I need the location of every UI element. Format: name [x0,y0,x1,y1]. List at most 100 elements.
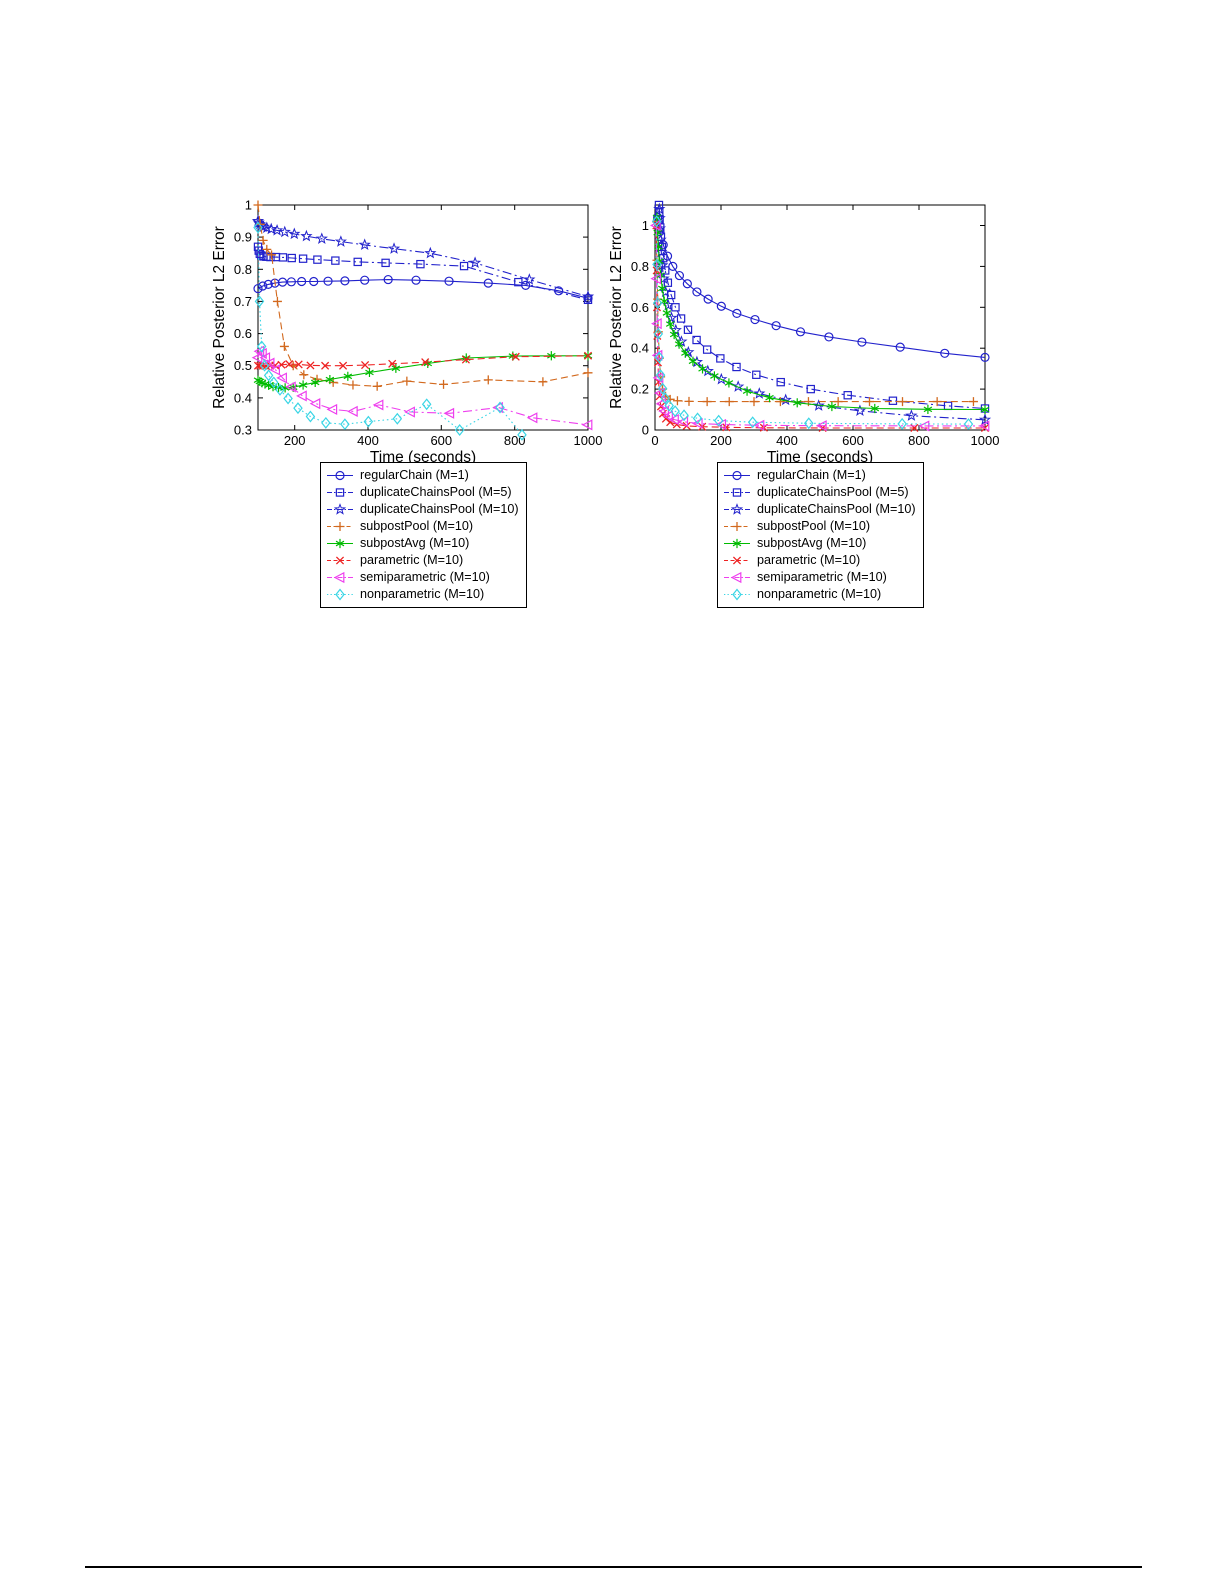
series-line [257,350,589,426]
right-plot: 0 200 400 600 800 1000 0 0.2 0.4 0.6 0.8 1 Time (sec… [607,198,999,466]
legend-label: regularChain (M=1) [360,468,469,482]
y-tick-label: 0.2 [631,382,649,397]
y-tick-label: 1 [642,218,649,233]
x-axis-label: Time (seconds) [370,449,476,466]
series-line [257,204,589,387]
series-line [257,246,589,301]
legend-label: parametric (M=10) [360,553,464,567]
legend-label: subpostPool (M=10) [360,519,474,533]
series-markers [253,351,593,371]
legend-sample-triangle-left-icon [724,571,750,584]
left-plot-svg: 200 400 600 800 1000 0.3 0.4 0.5 0.6 0.7 0.8 0.9 1 Ti… [211,198,602,467]
legend-item: subpostAvg (M=10) [325,535,519,552]
series-line [658,204,986,410]
y-tick-label: 0.8 [234,262,252,277]
x-tick-label: 600 [842,433,864,448]
legend-sample-plus-icon [724,522,750,531]
legend-sample-star-icon [327,503,353,515]
x-tick-label: 1000 [574,433,603,448]
y-tick-label: 0.9 [234,230,252,245]
x-tick-label: 800 [908,433,930,448]
legend-sample-diamond-icon [327,588,353,601]
y-tick-label: 0.8 [631,259,649,274]
series-markers [253,221,527,441]
legend-sample-circle-icon [327,470,353,481]
legend-sample-square-icon [724,488,750,497]
x-tick-label: 400 [776,433,798,448]
legend-item: duplicateChainsPool (M=5) [325,484,519,501]
legend-sample-star-icon [724,503,750,515]
legend-item: semiparametric (M=10) [722,569,916,586]
legend-sample-asterisk-icon [724,538,750,549]
y-tick-label: 1 [245,198,252,213]
legend-item: regularChain (M=1) [722,467,916,484]
legend-label: nonparametric (M=10) [360,587,485,601]
legend-label: duplicateChainsPool (M=10) [757,502,916,516]
legend-item: subpostPool (M=10) [722,518,916,535]
legend-sample-x-icon [724,556,750,565]
x-tick-label: 800 [504,433,526,448]
legend-item: nonparametric (M=10) [722,586,916,603]
legend-sample-diamond-icon [724,588,750,601]
series-line [257,279,589,299]
x-axis-label: Time (seconds) [767,449,873,466]
x-tick-label: 200 [284,433,306,448]
plot-box [257,204,589,431]
legend-item: regularChain (M=1) [325,467,519,484]
legend-label: duplicateChainsPool (M=5) [757,485,909,499]
legend-label: regularChain (M=1) [757,468,866,482]
x-tick-label: 1000 [971,433,1000,448]
legend-label: subpostPool (M=10) [757,519,871,533]
series-markers [652,212,990,415]
legend-item: duplicateChainsPool (M=5) [722,484,916,501]
legend-sample-x-icon [327,556,353,565]
series-line [656,221,969,425]
right-legend: regularChain (M=1) duplicateChainsPool (M… [717,462,924,608]
series-line [657,217,986,358]
series-line [258,355,589,367]
legend-label: parametric (M=10) [757,553,861,567]
legend-label: semiparametric (M=10) [757,570,887,584]
x-tick-label: 0 [651,433,658,448]
series-markers [253,242,593,305]
legend-sample-plus-icon [327,522,353,531]
x-tick-label: 200 [710,433,732,448]
y-tick-label: 0.5 [234,358,252,373]
y-tick-label: 0.4 [631,341,649,356]
legend-label: semiparametric (M=10) [360,570,490,584]
legend-item: semiparametric (M=10) [325,569,519,586]
legend-label: subpostAvg (M=10) [757,536,867,550]
y-tick-label: 0.6 [631,300,649,315]
y-tick-label: 0.6 [234,326,252,341]
legend-label: duplicateChainsPool (M=5) [360,485,512,499]
legend-label: subpostAvg (M=10) [360,536,470,550]
legend-sample-triangle-left-icon [327,571,353,584]
x-tick-label: 600 [430,433,452,448]
y-tick-label: 0.4 [234,390,252,405]
x-tick-label: 400 [357,433,379,448]
left-legend: regularChain (M=1) duplicateChainsPool (M… [320,462,527,608]
legend-sample-asterisk-icon [327,538,353,549]
legend-item: parametric (M=10) [325,552,519,569]
legend-item: nonparametric (M=10) [325,586,519,603]
series-markers [653,202,992,425]
plot-box [654,204,986,431]
legend-item: duplicateChainsPool (M=10) [325,501,519,518]
left-plot: 200 400 600 800 1000 0.3 0.4 0.5 0.6 0.7 0.8 0.9 1 Ti… [210,198,602,467]
legend-label: nonparametric (M=10) [757,587,882,601]
legend-sample-circle-icon [724,470,750,481]
y-axis-label: Relative Posterior L2 Error [608,226,625,409]
legend-item: parametric (M=10) [722,552,916,569]
right-plot-svg: 0 200 400 600 800 1000 0 0.2 0.4 0.6 0.8 1 Time (sec… [608,200,999,466]
series-markers [253,200,593,391]
series-markers [651,215,974,431]
footer-rule [85,1566,1142,1568]
legend-item: subpostPool (M=10) [325,518,519,535]
legend-item: duplicateChainsPool (M=10) [722,501,916,518]
y-tick-label: 0 [642,423,649,438]
legend-item: subpostAvg (M=10) [722,535,916,552]
y-tick-label: 0.3 [234,423,252,438]
series-markers [251,345,593,431]
y-axis-label: Relative Posterior L2 Error [211,226,228,409]
legend-sample-square-icon [327,488,353,497]
